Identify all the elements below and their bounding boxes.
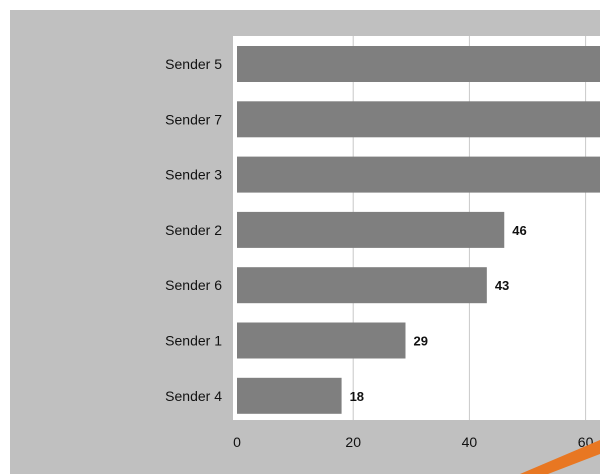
data-labels: 46 43 29 18 [350, 223, 527, 404]
category-label: Sender 6 [165, 277, 222, 293]
bars [237, 46, 600, 414]
bar [237, 377, 342, 414]
x-tick-label: 20 [345, 434, 361, 450]
bar [237, 322, 406, 359]
bar [237, 267, 487, 304]
data-label: 43 [495, 278, 509, 293]
data-label: 46 [512, 223, 526, 238]
bar [237, 156, 600, 193]
x-axis-ticks: 0 20 40 60 [233, 434, 593, 450]
x-tick-label: 0 [233, 434, 241, 450]
bar [237, 211, 505, 248]
category-labels: Sender 5 Sender 7 Sender 3 Sender 2 Sender 6… [165, 56, 222, 404]
data-label: 29 [413, 334, 427, 349]
data-label: 18 [350, 389, 364, 404]
category-label: Sender 4 [165, 388, 222, 404]
category-label: Sender 5 [165, 56, 222, 72]
bar [237, 101, 600, 138]
category-label: Sender 2 [165, 222, 222, 238]
category-label: Sender 3 [165, 167, 222, 183]
category-label: Sender 7 [165, 111, 222, 127]
x-tick-label: 40 [462, 434, 478, 450]
bar [237, 46, 600, 82]
category-label: Sender 1 [165, 333, 222, 349]
orange-accent-stroke [520, 440, 600, 474]
